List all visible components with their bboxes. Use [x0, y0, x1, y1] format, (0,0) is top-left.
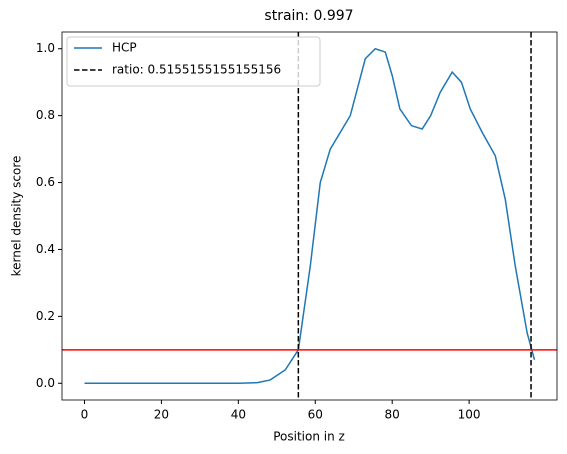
line-series [84, 47, 536, 385]
y-tick-label: 0.2 [36, 309, 55, 323]
legend-box [66, 36, 321, 87]
y-tick-label: 0.4 [36, 242, 55, 256]
x-axis-label: Position in z [273, 430, 345, 444]
y-tick-label: 0.8 [36, 108, 55, 122]
chart-title: strain: 0.997 [264, 8, 353, 24]
legend-label: HCP [112, 41, 137, 55]
x-tick-label: 40 [231, 408, 246, 422]
y-tick-label: 1.0 [36, 41, 55, 55]
y-tick-label: 0.6 [36, 175, 55, 189]
y-tick-label: 0.0 [36, 376, 55, 390]
plot-frame [61, 31, 558, 401]
legend-label: ratio: 0.5155155155155156 [112, 63, 281, 77]
x-tick-label: 100 [458, 408, 481, 422]
x-tick-label: 0 [81, 408, 89, 422]
y-axis-label: kernel density score [10, 156, 24, 277]
x-tick-label: 60 [308, 408, 323, 422]
x-tick-label: 20 [154, 408, 169, 422]
x-tick-label: 80 [385, 408, 400, 422]
